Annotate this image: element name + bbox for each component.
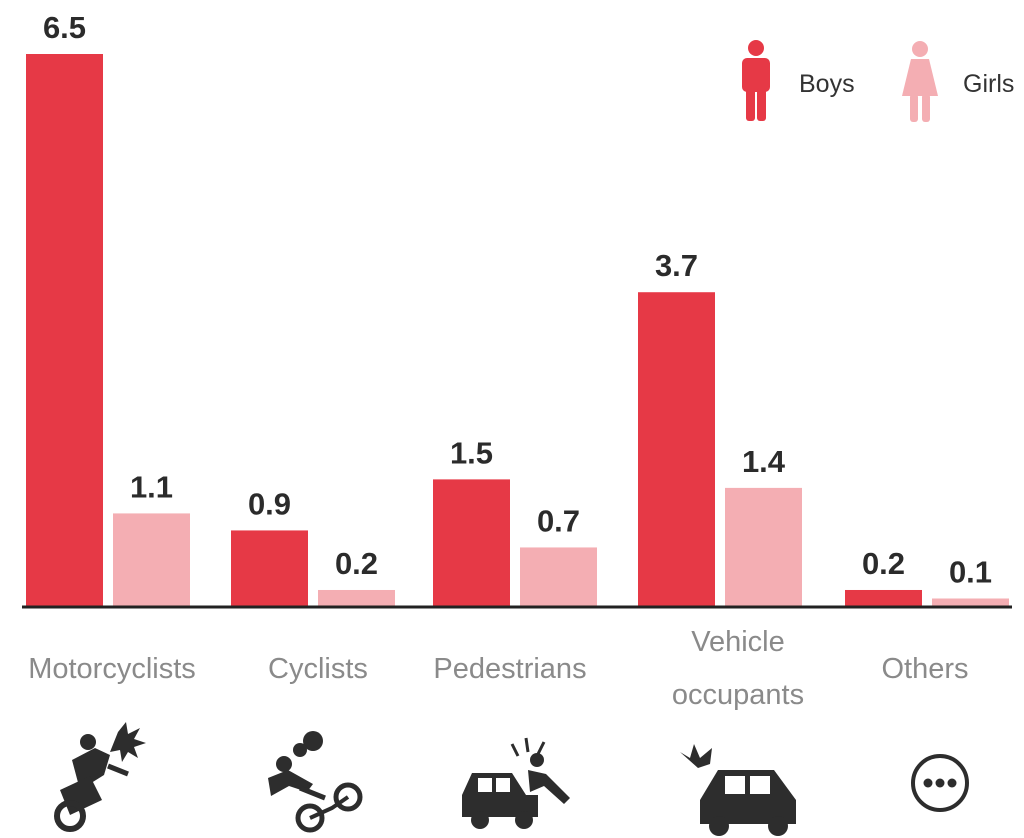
vehicle-crash-icon xyxy=(680,744,796,836)
value-label-boys-2: 1.5 xyxy=(450,435,493,470)
category-label-3: Vehicle occupants xyxy=(672,626,804,711)
value-label-boys-0: 6.5 xyxy=(43,10,86,45)
bar-girls-0 xyxy=(113,513,190,607)
value-label-boys-4: 0.2 xyxy=(862,546,905,581)
value-label-girls-2: 0.7 xyxy=(537,503,580,538)
category-label-2: Pedestrians xyxy=(433,653,586,685)
value-label-girls-0: 1.1 xyxy=(130,469,173,504)
boy-icon xyxy=(742,40,770,121)
category-labels-layer: Motorcyclists Cyclists Pedestrians Vehicle o… xyxy=(28,626,968,711)
cyclist-crash-icon xyxy=(268,731,363,833)
bars-layer xyxy=(26,54,1009,607)
value-label-boys-1: 0.9 xyxy=(248,486,291,521)
legend-label-girls: Girls xyxy=(963,70,1014,98)
category-label-1: Cyclists xyxy=(268,653,368,685)
value-label-girls-3: 1.4 xyxy=(742,444,786,479)
legend-label-boys: Boys xyxy=(799,70,855,98)
bar-boys-2 xyxy=(433,479,510,607)
more-icon xyxy=(911,754,969,812)
girl-icon xyxy=(902,41,938,122)
bar-boys-0 xyxy=(26,54,103,607)
bar-boys-1 xyxy=(231,530,308,607)
motorcyclist-crash-icon xyxy=(54,722,146,832)
value-label-girls-4: 0.1 xyxy=(949,554,992,589)
value-label-girls-1: 0.2 xyxy=(335,546,378,581)
category-label-0: Motorcyclists xyxy=(28,653,196,685)
legend: Boys Girls xyxy=(742,40,1014,122)
bar-girls-1 xyxy=(318,589,395,607)
bar-boys-3 xyxy=(638,292,715,607)
value-labels-layer: 6.5 0.9 1.5 3.7 0.2 1.1 0.2 0.7 1.4 0.1 xyxy=(43,10,992,589)
value-label-boys-3: 3.7 xyxy=(655,248,698,283)
category-label-4: Others xyxy=(881,653,968,685)
bar-girls-4 xyxy=(932,598,1009,607)
bar-girls-3 xyxy=(725,487,802,607)
bar-girls-2 xyxy=(520,547,597,607)
bar-boys-4 xyxy=(845,589,922,607)
pedestrian-hit-icon xyxy=(462,737,570,829)
